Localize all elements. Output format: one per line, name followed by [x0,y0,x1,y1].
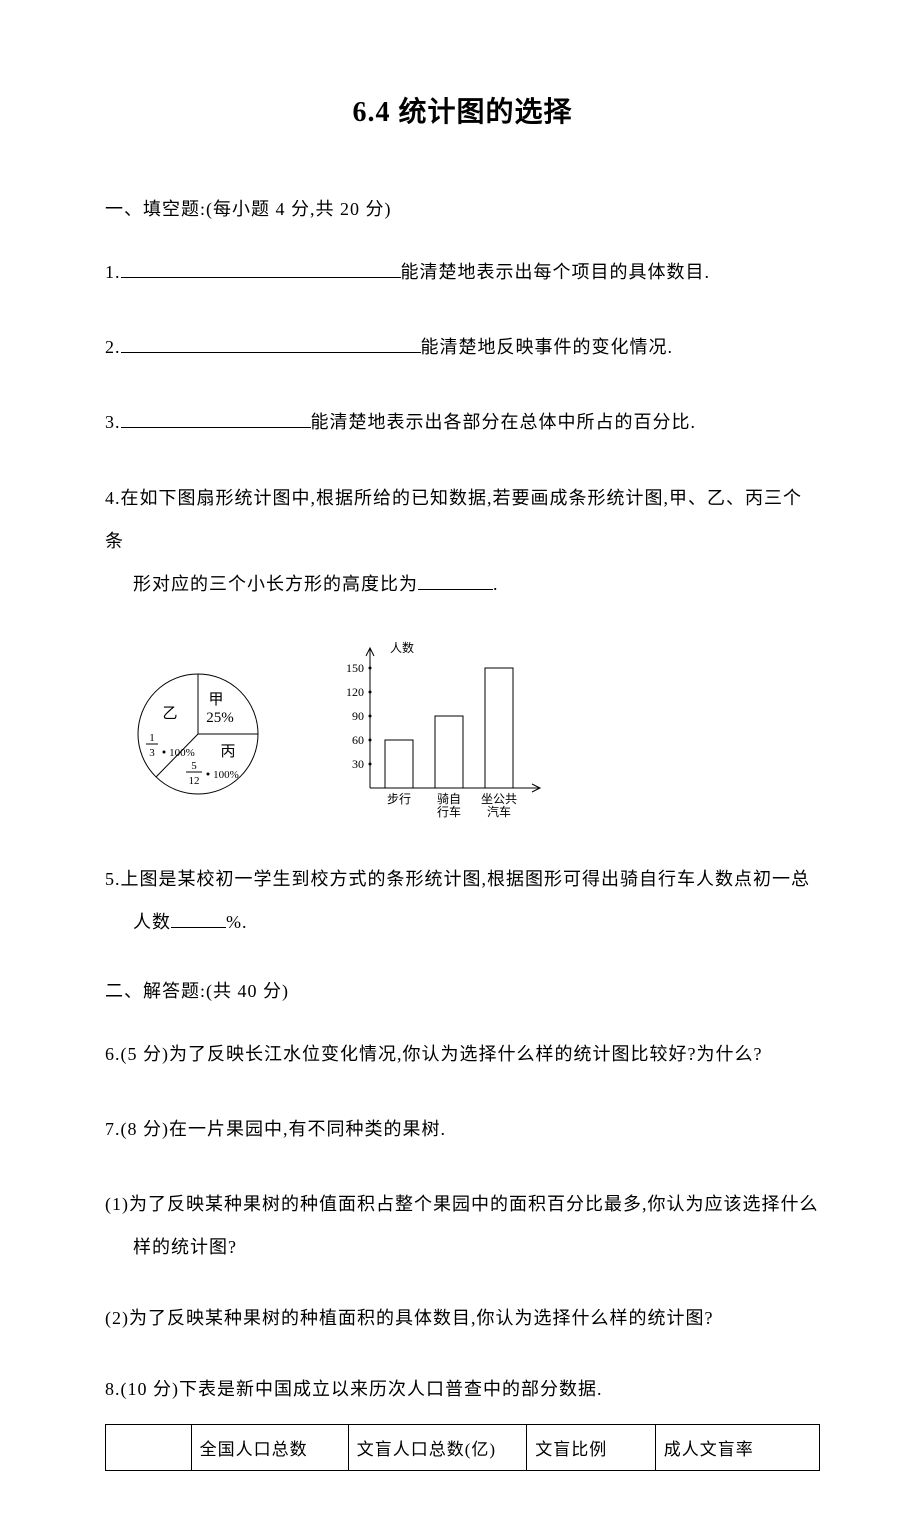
bar-1 [385,740,413,788]
q2-num: 2. [105,337,121,357]
table-header-row: 全国人口总数 文盲人口总数(亿) 文盲比例 成人文盲率 [106,1424,820,1470]
pie-frac2-bot: 12 [189,775,200,787]
question-7: 7.(8 分)在一片果园中,有不同种类的果树. [105,1108,820,1151]
bar-chart: 人数 30 60 90 120 150 步行 骑自 行车 坐公共 汽车 [320,638,560,828]
pie-bullet-1: 100% [169,747,195,759]
section-2-header: 二、解答题:(共 40 分) [105,977,820,1003]
pie-label-jia: 甲 [208,692,223,708]
q7-1-num: (1) [105,1194,129,1214]
question-2: 2. 能清楚地反映事件的变化情况. [105,326,820,369]
bar-2 [435,716,463,788]
q7-2-num: (2) [105,1308,129,1328]
table-h4: 成人文盲率 [655,1424,819,1470]
bar-ytick-120: 120 [346,685,364,699]
question-6: 6.(5 分)为了反映长江水位变化情况,你认为选择什么样的统计图比较好?为什么? [105,1033,820,1076]
bar-xlabel-2b: 行车 [437,804,461,819]
question-7-2: (2)为了反映某种果树的种植面积的具体数目,你认为选择什么样的统计图? [105,1297,820,1340]
pie-frac1-top: 1 [149,732,155,744]
bar-3 [485,668,513,788]
pie-frac2-top: 5 [191,760,197,772]
question-7-1: (1)为了反映某种果树的种值面积占整个果园中的面积百分比最多,你认为应该选择什么… [105,1183,820,1269]
q8-table: 全国人口总数 文盲人口总数(亿) 文盲比例 成人文盲率 [105,1424,820,1471]
q7-num: 7. [105,1119,121,1139]
section-1-header: 一、填空题:(每小题 4 分,共 20 分) [105,195,820,221]
question-4: 4.在如下图扇形统计图中,根据所给的已知数据,若要画成条形统计图,甲、乙、丙三个… [105,477,820,607]
q4-num: 4. [105,488,121,508]
q2-blank [121,335,421,353]
bar-xlabel-3a: 坐公共 [481,792,517,806]
q4-line2-before: 形对应的三个小长方形的高度比为 [133,574,418,594]
q4-line1: 在如下图扇形统计图中,根据所给的已知数据,若要画成条形统计图,甲、乙、丙三个条 [105,488,802,551]
pie-chart: 甲 25% 乙 丙 1 3 100% 5 12 100% [120,656,280,811]
q5-line2-before: 人数 [133,912,171,932]
q6-num: 6. [105,1044,121,1064]
q5-num: 5. [105,869,121,889]
q5-line2-after: %. [226,912,248,932]
q5-blank [171,910,226,928]
q1-blank [121,260,401,278]
bar-xlabel-2a: 骑自 [437,792,461,806]
q6-text: (5 分)为了反映长江水位变化情况,你认为选择什么样的统计图比较好?为什么? [121,1044,763,1064]
bar-xlabel-3b: 汽车 [487,804,511,819]
q7-1-line1: 为了反映某种果树的种值面积占整个果园中的面积百分比最多,你认为应该选择什么 [129,1194,819,1214]
q7-2-text: 为了反映某种果树的种植面积的具体数目,你认为选择什么样的统计图? [129,1308,714,1328]
table-h1: 全国人口总数 [191,1424,348,1470]
bar-ytick-60: 60 [352,733,364,747]
bar-y-label: 人数 [390,640,414,655]
table-h2: 文盲人口总数(亿) [348,1424,527,1470]
q7-text: (8 分)在一片果园中,有不同种类的果树. [121,1119,447,1139]
q3-text: 能清楚地表示出各部分在总体中所占的百分比. [311,412,697,432]
table-h3: 文盲比例 [527,1424,656,1470]
bar-ytick-30: 30 [352,757,364,771]
q3-blank [121,410,311,428]
question-3: 3. 能清楚地表示出各部分在总体中所占的百分比. [105,401,820,444]
q1-num: 1. [105,262,121,282]
q2-text: 能清楚地反映事件的变化情况. [421,337,674,357]
q4-line2-after: . [493,574,499,594]
q3-num: 3. [105,412,121,432]
question-1: 1. 能清楚地表示出每个项目的具体数目. [105,251,820,294]
pie-label-jia-pct: 25% [206,710,234,726]
q8-num: 8. [105,1379,121,1399]
bar-ytick-150: 150 [346,661,364,675]
pie-label-bing: 丙 [220,744,235,760]
pie-label-yi: 乙 [162,706,177,722]
bar-xlabel-1: 步行 [387,792,411,806]
q5-line1: 上图是某校初一学生到校方式的条形统计图,根据图形可得出骑自行车人数点初一总 [121,869,811,889]
q7-1-line2: 样的统计图? [133,1237,237,1257]
pie-frac1-bot: 3 [149,747,155,759]
pie-bullet-2: 100% [213,769,239,781]
page-title: 6.4 统计图的选择 [105,90,820,130]
q1-text: 能清楚地表示出每个项目的具体数目. [401,262,711,282]
question-8: 8.(10 分)下表是新中国成立以来历次人口普查中的部分数据. [105,1368,820,1411]
question-5: 5.上图是某校初一学生到校方式的条形统计图,根据图形可得出骑自行车人数点初一总 … [105,858,820,944]
q4-blank [418,572,493,590]
table-h0 [106,1424,192,1470]
figures-row: 甲 25% 乙 丙 1 3 100% 5 12 100% [120,638,820,828]
bar-ytick-90: 90 [352,709,364,723]
q8-text: (10 分)下表是新中国成立以来历次人口普查中的部分数据. [121,1379,603,1399]
